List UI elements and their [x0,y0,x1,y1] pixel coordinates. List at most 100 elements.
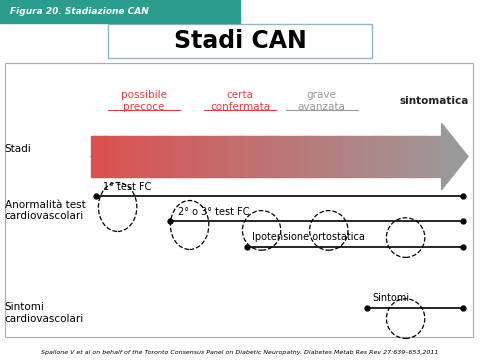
Bar [167,136,170,177]
Bar [156,136,159,177]
Bar [395,136,398,177]
Bar [150,136,153,177]
Text: Sintomi: Sintomi [372,293,409,303]
Text: Sintomi
cardiovascolari: Sintomi cardiovascolari [5,302,84,324]
Bar [126,136,130,177]
Bar [240,136,243,177]
Bar [249,136,252,177]
Bar [372,136,375,177]
Text: Stadi: Stadi [5,144,32,154]
Bar [392,136,396,177]
Bar [94,136,97,177]
Bar [363,136,366,177]
Bar [217,136,220,177]
Bar [357,136,360,177]
Bar [199,136,203,177]
Bar [409,136,413,177]
Bar [141,136,144,177]
Bar [383,136,386,177]
Bar [228,136,232,177]
Bar [290,136,293,177]
Bar [415,136,419,177]
Bar [0,0,240,23]
Bar [374,136,378,177]
Bar [237,136,240,177]
Bar [100,136,103,177]
Bar [307,136,311,177]
Bar [287,136,290,177]
Bar [304,136,308,177]
Bar [120,136,124,177]
Bar [275,136,278,177]
Text: Stadi CAN: Stadi CAN [174,29,306,53]
Polygon shape [91,136,106,177]
Bar [123,136,127,177]
Bar [264,136,267,177]
Bar [243,136,246,177]
Bar [272,136,276,177]
Bar [439,136,442,177]
Bar [185,136,188,177]
Bar [261,136,264,177]
Bar [424,136,428,177]
Bar [252,136,255,177]
Bar [331,136,334,177]
Bar [322,136,325,177]
Bar [377,136,381,177]
Bar [354,136,358,177]
Bar [301,136,305,177]
Bar [296,136,299,177]
Bar [325,136,328,177]
Bar [401,136,404,177]
Bar [351,136,354,177]
Bar [310,136,313,177]
Bar [182,136,185,177]
Bar [299,136,302,177]
Bar [211,136,215,177]
FancyBboxPatch shape [108,24,372,58]
Bar [319,136,323,177]
Bar [153,136,156,177]
Bar [147,136,150,177]
Bar [106,136,109,177]
Bar [348,136,351,177]
Bar [380,136,384,177]
Bar [339,136,343,177]
Bar [255,136,258,177]
Bar [412,136,416,177]
Bar [115,136,118,177]
Bar [430,136,433,177]
Bar [118,136,121,177]
Bar [386,136,389,177]
Bar [328,136,331,177]
Bar [427,136,431,177]
Bar [158,136,162,177]
Bar [336,136,340,177]
Bar [284,136,288,177]
Bar [404,136,407,177]
Bar [214,136,217,177]
Bar [316,136,319,177]
Bar [313,136,316,177]
Bar [369,136,372,177]
Bar [135,136,138,177]
Bar [334,136,337,177]
Bar [103,136,106,177]
Bar [281,136,284,177]
Text: 1° test FC: 1° test FC [103,181,152,192]
Bar [433,136,436,177]
Bar [278,136,281,177]
Bar [196,136,200,177]
Bar [421,136,424,177]
Bar [231,136,235,177]
Bar [132,136,135,177]
Bar [97,136,100,177]
Bar [266,136,270,177]
Bar [234,136,238,177]
Text: 2° o 3° test FC: 2° o 3° test FC [178,207,249,217]
Bar [138,136,141,177]
Bar [91,136,95,177]
Bar [205,136,208,177]
Bar [342,136,346,177]
Bar [179,136,182,177]
